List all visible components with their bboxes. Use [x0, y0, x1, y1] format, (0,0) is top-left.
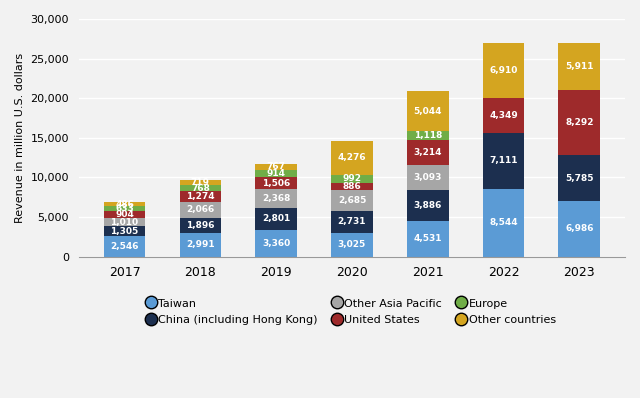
Text: 3,025: 3,025 [338, 240, 366, 249]
Text: 3,360: 3,360 [262, 239, 291, 248]
Bar [331, 190, 372, 211]
Bar [407, 221, 449, 257]
Bar [559, 90, 600, 156]
Text: 2,731: 2,731 [338, 217, 366, 226]
Text: 4,531: 4,531 [413, 234, 442, 243]
Bar [104, 236, 145, 257]
Bar [407, 91, 449, 131]
Bar [331, 211, 372, 233]
Bar [104, 202, 145, 206]
Text: 1,010: 1,010 [111, 218, 139, 226]
Text: 2,546: 2,546 [110, 242, 139, 251]
Text: 4,276: 4,276 [338, 154, 366, 162]
Bar [331, 183, 372, 190]
Text: 719: 719 [191, 178, 210, 187]
Bar [104, 226, 145, 236]
Text: 8,544: 8,544 [489, 218, 518, 227]
Text: 768: 768 [191, 184, 210, 193]
Text: 5,785: 5,785 [565, 174, 593, 183]
Text: 8,292: 8,292 [565, 118, 593, 127]
Bar [483, 133, 524, 189]
Text: 2,801: 2,801 [262, 215, 291, 223]
Bar [559, 156, 600, 201]
Bar [179, 179, 221, 185]
Bar [483, 98, 524, 133]
Text: 6,910: 6,910 [490, 66, 518, 75]
Text: 5,911: 5,911 [565, 62, 593, 71]
Bar [407, 166, 449, 190]
Bar [483, 43, 524, 98]
Text: 1,896: 1,896 [186, 221, 214, 230]
Text: 3,093: 3,093 [413, 173, 442, 182]
Bar [104, 218, 145, 226]
Text: 904: 904 [115, 210, 134, 219]
Bar [179, 201, 221, 218]
Text: 3,214: 3,214 [413, 148, 442, 157]
Text: 1,506: 1,506 [262, 179, 291, 187]
Text: 5,044: 5,044 [413, 107, 442, 116]
Bar [559, 201, 600, 257]
Text: 992: 992 [342, 174, 362, 183]
Bar [407, 190, 449, 221]
Bar [179, 185, 221, 191]
Bar [255, 189, 297, 208]
Text: 914: 914 [267, 169, 285, 178]
Text: 767: 767 [267, 162, 285, 172]
Bar [255, 170, 297, 177]
Bar [331, 141, 372, 175]
Bar [104, 206, 145, 211]
Bar [255, 177, 297, 189]
Bar [179, 191, 221, 201]
Bar [255, 164, 297, 170]
Text: 486: 486 [115, 199, 134, 209]
Text: 2,685: 2,685 [338, 196, 366, 205]
Text: 7,111: 7,111 [490, 156, 518, 165]
Text: 633: 633 [115, 204, 134, 213]
Legend: Taiwan, China (including Hong Kong), Other Asia Pacific, United States, Europe, : Taiwan, China (including Hong Kong), Oth… [148, 298, 556, 325]
Bar [407, 140, 449, 166]
Text: 2,991: 2,991 [186, 240, 214, 249]
Text: 1,118: 1,118 [413, 131, 442, 140]
Bar [559, 43, 600, 90]
Bar [179, 218, 221, 233]
Text: 886: 886 [342, 182, 362, 191]
Text: 2,368: 2,368 [262, 194, 291, 203]
Text: 4,349: 4,349 [489, 111, 518, 120]
Bar [483, 189, 524, 257]
Text: 1,274: 1,274 [186, 192, 214, 201]
Bar [179, 233, 221, 257]
Bar [255, 208, 297, 230]
Bar [331, 233, 372, 257]
Text: 6,986: 6,986 [565, 224, 593, 234]
Text: 2,066: 2,066 [186, 205, 214, 214]
Text: 1,305: 1,305 [111, 227, 139, 236]
Bar [331, 175, 372, 183]
Bar [255, 230, 297, 257]
Bar [104, 211, 145, 218]
Y-axis label: Revenue in million U.S. dollars: Revenue in million U.S. dollars [15, 53, 25, 223]
Bar [407, 131, 449, 140]
Text: 3,886: 3,886 [413, 201, 442, 210]
